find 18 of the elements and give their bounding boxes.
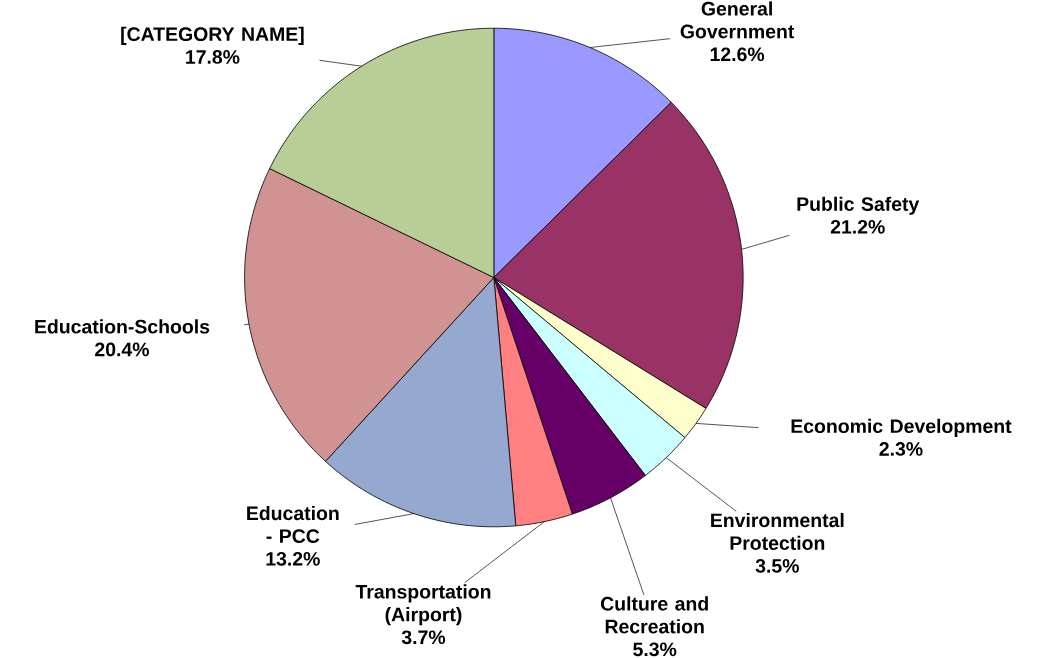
data-label: 12.6% (710, 47, 765, 62)
slice-label: Environmental Protection (711, 513, 844, 551)
slice-label: Education - PCC (247, 506, 339, 544)
data-label: 2.3% (879, 442, 923, 457)
slice-label: Education-Schools (35, 319, 210, 334)
slice-label: [CATEGORY NAME] (121, 26, 304, 46)
slice-label: Public Safety (797, 196, 920, 216)
data-label: 21.2% (830, 220, 885, 234)
data-label: 5.3% (633, 642, 677, 657)
legend-label: Economic Development (791, 418, 1012, 438)
slice-label: General Government (680, 1, 795, 39)
slice-label: Transportation (Airport) (355, 584, 491, 626)
slice-label: Culture and Recreation (600, 596, 708, 634)
data-label: 13.2% (266, 552, 320, 566)
data-label: 17.8% (186, 50, 240, 65)
data-label: 20.4% (95, 342, 149, 357)
data-label: 3.7% (401, 630, 446, 645)
data-label: 3.5% (755, 559, 799, 573)
